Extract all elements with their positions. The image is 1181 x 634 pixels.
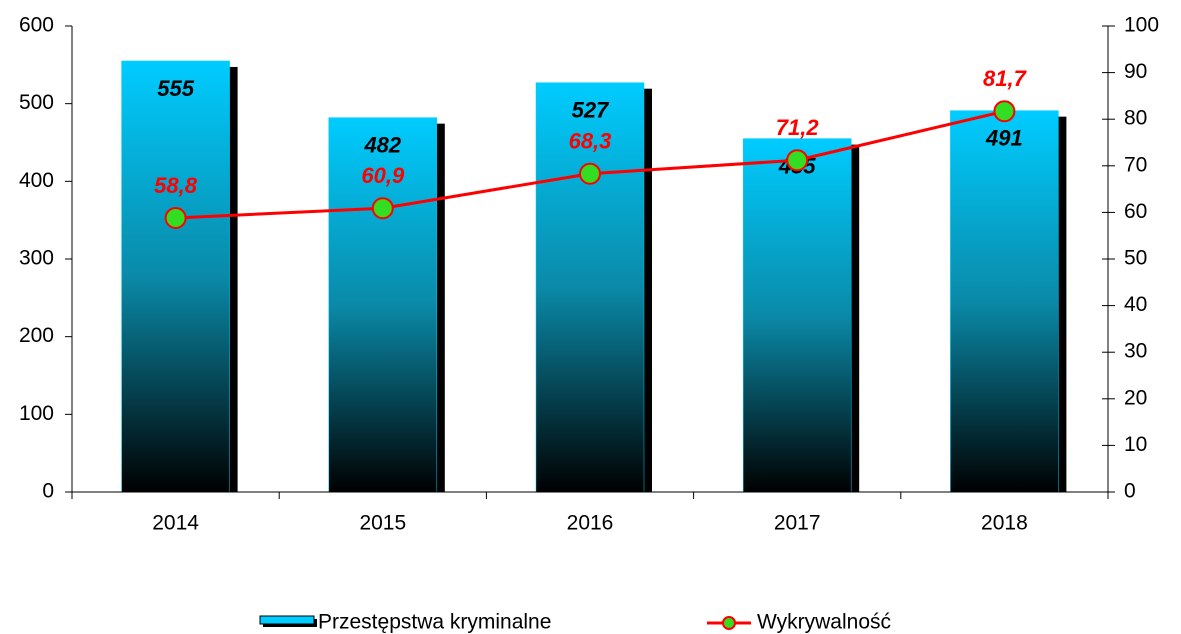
y2-tick-label: 20 <box>1124 386 1147 409</box>
bar <box>742 138 852 493</box>
bar-value-label: 555 <box>157 76 194 101</box>
y2-tick-label: 10 <box>1124 433 1147 456</box>
bar <box>328 117 438 493</box>
x-tick-label: 2014 <box>152 512 199 535</box>
y2-tick-label: 60 <box>1124 200 1147 223</box>
line-value-label: 60,9 <box>361 163 405 188</box>
y-tick-label: 400 <box>19 169 54 192</box>
x-tick-label: 2017 <box>774 512 821 535</box>
bar-value-label: 491 <box>985 125 1023 150</box>
y2-tick-label: 70 <box>1124 153 1147 176</box>
line-marker <box>371 197 394 220</box>
bar-value-label: 482 <box>363 132 401 157</box>
bar <box>121 60 230 493</box>
line-value-label: 68,3 <box>569 129 612 154</box>
legend-label: Wykrywalność <box>757 611 891 634</box>
line-marker <box>579 162 601 185</box>
line-marker <box>164 206 187 229</box>
x-tick-label: 2015 <box>359 512 406 535</box>
y2-tick-label: 40 <box>1124 293 1147 316</box>
y2-tick-label: 0 <box>1124 480 1136 503</box>
legend-label: Przestępstwa kryminalne <box>318 611 551 634</box>
line-value-label: 71,2 <box>776 115 820 140</box>
y-tick-label: 100 <box>19 402 54 425</box>
x-tick-label: 2018 <box>981 512 1028 535</box>
bar <box>950 110 1059 493</box>
y2-tick-label: 100 <box>1124 14 1159 37</box>
line-marker <box>993 100 1016 123</box>
bar <box>535 82 645 493</box>
y-tick-label: 500 <box>19 91 54 114</box>
y2-tick-label: 90 <box>1124 60 1147 83</box>
line-marker <box>786 149 809 172</box>
y-tick-label: 600 <box>19 14 54 37</box>
line-value-label: 81,7 <box>983 66 1028 91</box>
y-tick-label: 0 <box>42 480 54 503</box>
x-tick-label: 2016 <box>567 512 614 535</box>
legend-swatch <box>259 615 315 625</box>
line-value-label: 58,8 <box>154 173 198 198</box>
bar-value-label: 527 <box>572 98 610 123</box>
y-tick-label: 200 <box>19 324 54 347</box>
y2-tick-label: 30 <box>1124 340 1147 363</box>
y-tick-label: 300 <box>19 247 54 270</box>
legend-marker <box>722 616 736 630</box>
y2-tick-label: 80 <box>1124 107 1147 130</box>
y2-tick-label: 50 <box>1124 247 1147 270</box>
